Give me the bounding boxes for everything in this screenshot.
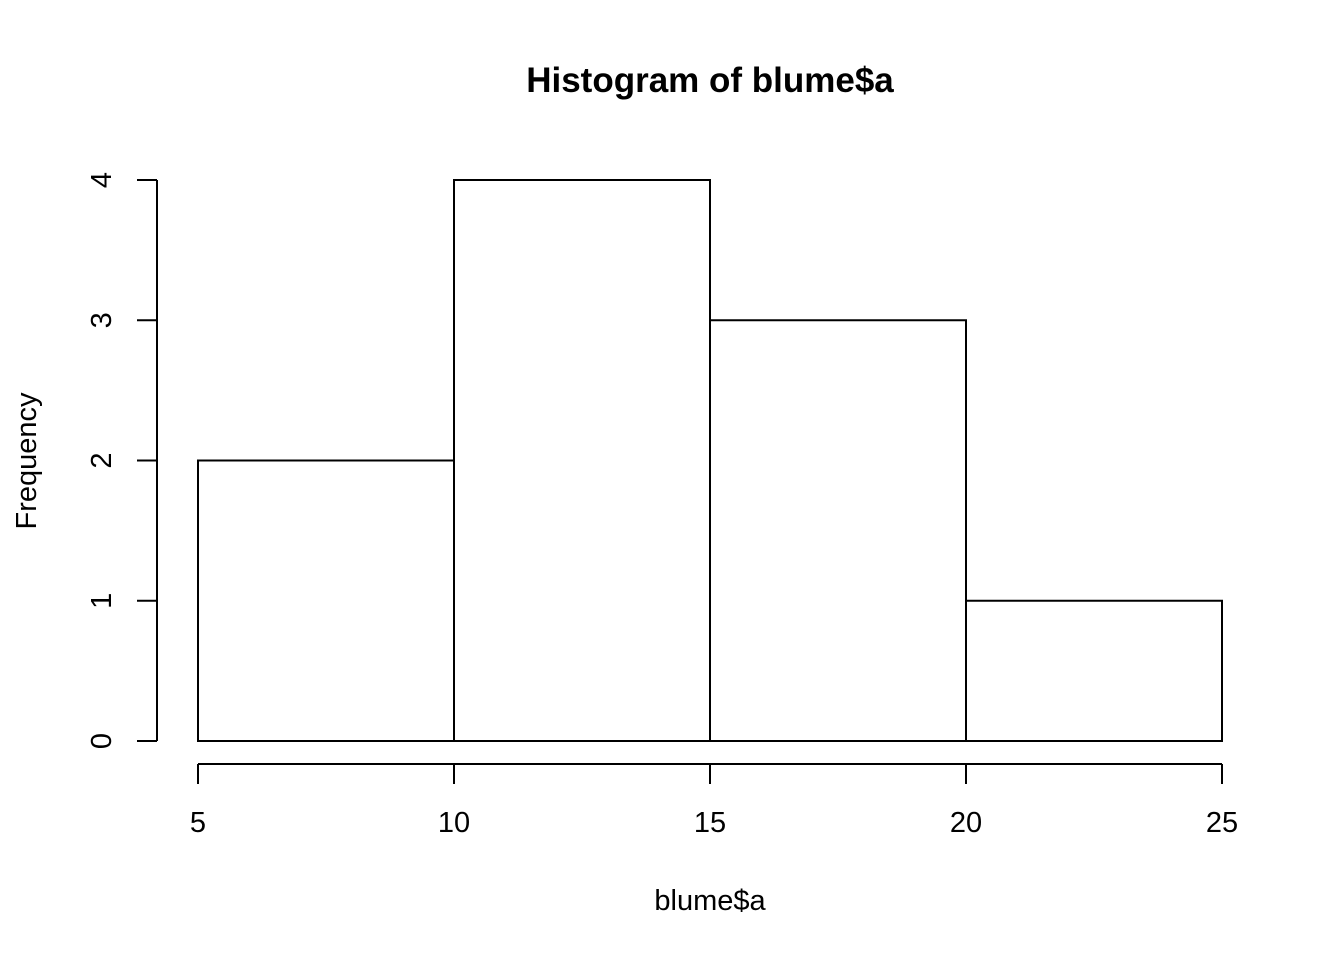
histogram-bar-4 [965,599,1223,742]
y-tick-label: 3 [86,312,118,328]
x-tick-label: 25 [1206,807,1238,839]
histogram-bar-2 [453,179,711,742]
x-tick-label: 15 [694,807,726,839]
y-axis-label: Frequency [11,392,43,530]
x-tick-label: 20 [950,807,982,839]
y-tick-label: 0 [86,733,118,749]
y-tick-label: 1 [86,593,118,609]
histogram-bar-1 [197,459,455,742]
x-axis: 5 10 15 20 25 [190,763,1238,839]
y-tick-label: 2 [86,452,118,468]
x-tick-label: 5 [190,807,206,839]
x-tick-label: 10 [438,807,470,839]
chart-title: Histogram of blume$a [526,61,894,100]
y-axis: 0 1 2 3 4 [86,172,158,749]
y-tick-label: 4 [86,172,118,188]
bars-group [197,179,1223,742]
histogram-bar-3 [709,319,967,742]
x-axis-label: blume$a [654,885,766,917]
